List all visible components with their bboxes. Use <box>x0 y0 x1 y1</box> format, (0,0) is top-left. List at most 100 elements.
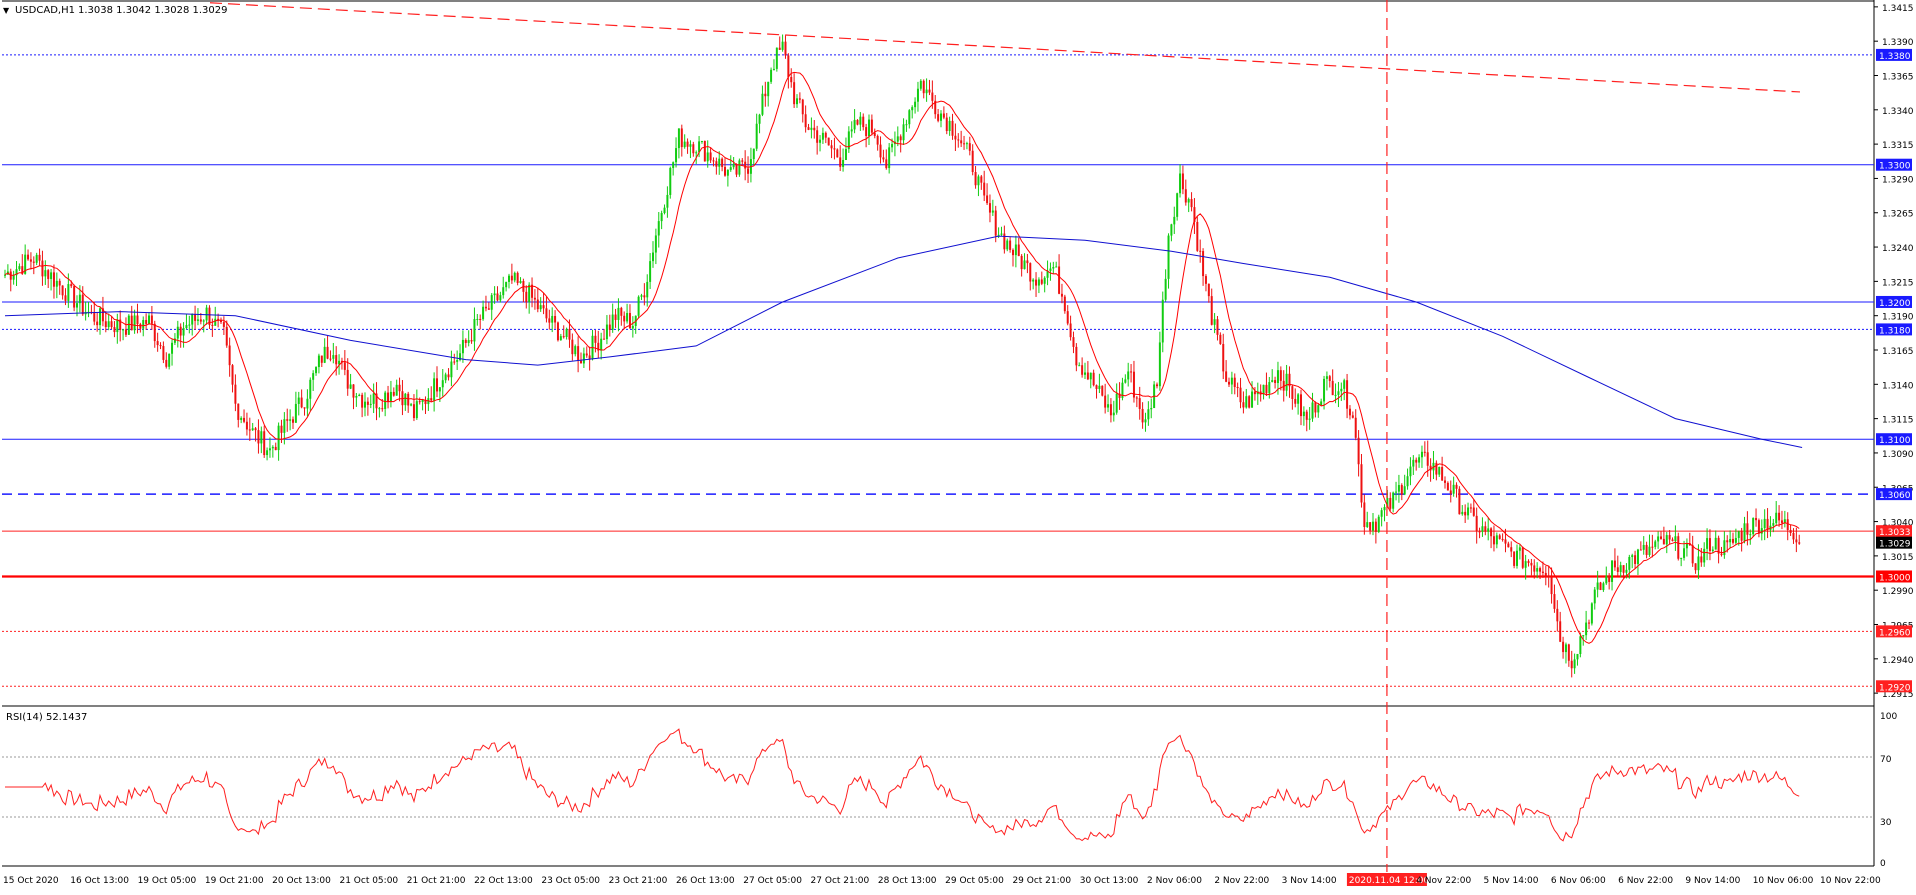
time-label: 23 Oct 21:00 <box>609 876 668 886</box>
grid-layer <box>2 0 1875 867</box>
candle-body <box>1346 380 1349 409</box>
candle-body <box>441 380 444 388</box>
candle-body <box>539 305 542 310</box>
candle-body <box>816 130 819 143</box>
candle-body <box>1009 240 1012 250</box>
candle-body <box>355 396 358 398</box>
candle-body <box>623 315 626 322</box>
candle-body <box>78 294 81 304</box>
candle-body <box>1187 199 1190 203</box>
candle-body <box>1562 641 1565 653</box>
trendline[interactable] <box>209 2 1801 93</box>
candle-body <box>113 327 116 333</box>
candle-body <box>862 116 865 128</box>
candle-body <box>680 128 683 148</box>
candle-body <box>312 373 315 380</box>
level-tag-label: 1.2920 <box>1879 683 1911 693</box>
candle-body <box>1449 490 1452 494</box>
level-tag-label: 1.3000 <box>1879 573 1911 583</box>
level-tag <box>1876 158 1912 171</box>
candle-body <box>1490 528 1493 537</box>
candle-body <box>1095 385 1098 389</box>
candle-body <box>1314 402 1317 413</box>
candle-body <box>686 141 689 147</box>
candle-body <box>1469 507 1472 509</box>
price-tick-label: 1.3115 <box>1882 416 1914 426</box>
candle-body <box>1685 543 1688 549</box>
candle-body <box>490 295 493 310</box>
candle-body <box>672 162 675 168</box>
candle-body <box>1766 518 1769 530</box>
candle-body <box>407 393 410 406</box>
candle-body <box>24 254 27 274</box>
price-tick-label: 1.3215 <box>1882 278 1914 288</box>
candle-body <box>1752 518 1755 535</box>
candle-body <box>496 293 499 301</box>
candle-body <box>176 326 179 339</box>
candle-body <box>1472 507 1475 516</box>
candle-body <box>410 404 413 406</box>
candle-body <box>709 152 712 161</box>
candle-body <box>683 141 686 148</box>
candle-body <box>588 355 591 360</box>
candle-body <box>991 210 994 213</box>
candle-body <box>536 299 539 310</box>
candle-body <box>951 120 954 136</box>
candle-body <box>306 398 309 409</box>
candle-body <box>844 149 847 160</box>
candle-body <box>1397 485 1400 492</box>
menu-arrow-icon[interactable]: ▼ <box>3 6 10 15</box>
candle-body <box>29 259 32 262</box>
candle-body <box>735 164 738 175</box>
symbol-label: USDCAD,H1 <box>15 5 75 16</box>
candle-body <box>73 286 76 308</box>
candle-body <box>1717 537 1720 554</box>
candle-body <box>1714 537 1717 550</box>
candle-body <box>1311 402 1314 419</box>
candle-body <box>271 446 274 449</box>
candle-body <box>1118 393 1121 398</box>
candle-body <box>767 81 770 97</box>
candle-body <box>1383 507 1386 511</box>
time-label: 2 Nov 22:00 <box>1214 876 1269 886</box>
candle-body <box>1075 346 1078 366</box>
rsi-label: RSI(14) 52.1437 <box>6 712 87 723</box>
candle-body <box>389 391 392 402</box>
candle-body <box>1507 543 1510 548</box>
candle-body <box>1432 462 1435 471</box>
candle-body <box>15 269 18 276</box>
candle-body <box>231 365 234 385</box>
candle-body <box>1245 396 1248 408</box>
candle-body <box>954 135 957 140</box>
candle-body <box>369 403 372 405</box>
candle-body <box>902 124 905 141</box>
candle-body <box>1193 207 1196 222</box>
candle-body <box>821 132 824 140</box>
candle-body <box>1694 563 1697 571</box>
candle-body <box>1167 235 1170 279</box>
candle-body <box>1763 518 1766 529</box>
candle-body <box>99 308 102 326</box>
candle-body <box>315 367 318 374</box>
candle-body <box>1124 379 1127 383</box>
candle-body <box>107 321 110 328</box>
candle-body <box>833 148 836 150</box>
candle-body <box>945 117 948 131</box>
level-tag <box>1876 680 1912 693</box>
candle-body <box>1504 539 1507 544</box>
candle-body <box>1484 526 1487 532</box>
candle-body <box>220 320 222 323</box>
candle-body <box>182 328 185 336</box>
candle-body <box>1225 371 1228 382</box>
candle-body <box>1230 377 1233 385</box>
candle-body <box>1446 482 1449 491</box>
candle-body <box>1023 260 1026 270</box>
candle-body <box>548 318 551 323</box>
candle-body <box>801 99 804 115</box>
candle-body <box>461 339 464 354</box>
candle-body <box>1786 519 1789 530</box>
candle-body <box>1660 536 1662 539</box>
level-tag <box>1876 625 1912 638</box>
